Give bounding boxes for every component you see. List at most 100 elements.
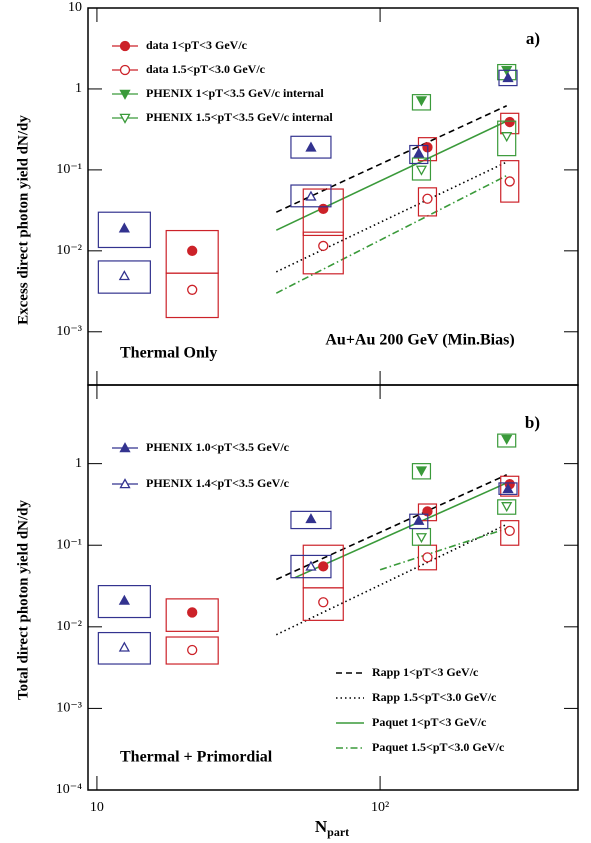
- systematic-box: [165, 272, 219, 319]
- legend-label: PHENIX 1.0<pT<3.5 GeV/c: [146, 440, 290, 454]
- systematic-box: [290, 135, 332, 159]
- y-tick-label: 10⁻¹: [56, 537, 82, 552]
- systematic-box: [497, 120, 517, 157]
- systematic-box: [500, 475, 520, 497]
- legend-label: Rapp 1<pT<3 GeV/c: [372, 665, 479, 679]
- model-line: [379, 527, 507, 571]
- y-tick-label: 1: [75, 456, 82, 471]
- annotation: Thermal + Primordial: [120, 749, 273, 766]
- systematic-box: [302, 188, 344, 237]
- data-point: [305, 513, 317, 524]
- data-point: [415, 533, 428, 544]
- systematic-box: [417, 187, 438, 217]
- data-point: [504, 116, 515, 128]
- y-tick-label: 10⁻²: [56, 243, 82, 258]
- y-tick-label: 10⁻¹: [56, 162, 82, 177]
- data-point: [187, 607, 198, 618]
- annotation: b): [525, 413, 540, 432]
- legend-marker: [119, 442, 131, 453]
- annotation: Au+Au 200 GeV (Min.Bias): [325, 332, 514, 349]
- x-axis-label: Npart: [315, 817, 349, 839]
- data-point: [413, 147, 425, 158]
- systematic-box: [409, 144, 429, 165]
- systematic-box: [165, 636, 219, 665]
- data-point: [504, 176, 515, 187]
- data-point: [118, 270, 130, 281]
- systematic-box: [97, 631, 151, 665]
- data-point: [501, 132, 513, 143]
- data-point: [187, 644, 198, 656]
- data-point: [305, 141, 317, 152]
- x-tick-label: 10: [90, 800, 104, 815]
- annotation: a): [526, 29, 540, 48]
- model-line: [275, 120, 508, 231]
- legend-label: data 1.5<pT<3.0 GeV/c: [146, 62, 266, 76]
- systematic-box: [411, 463, 432, 480]
- data-point: [187, 245, 198, 256]
- systematic-box: [409, 513, 429, 530]
- legend-label: PHENIX 1<pT<3.5 GeV/c internal: [146, 86, 324, 100]
- systematic-box: [290, 184, 332, 208]
- legend-marker: [119, 113, 131, 124]
- model-line: [275, 161, 508, 273]
- data-point: [413, 514, 425, 525]
- data-point: [502, 483, 514, 494]
- model-line: [275, 474, 508, 581]
- model-line: [275, 523, 508, 636]
- data-point: [318, 240, 329, 252]
- data-point: [502, 72, 514, 83]
- y-tick-label: 10⁻³: [56, 701, 82, 716]
- data-point: [118, 641, 130, 652]
- systematic-box: [302, 231, 344, 275]
- data-point: [318, 203, 329, 215]
- data-point: [422, 193, 433, 204]
- systematic-box: [97, 211, 151, 249]
- y-tick-label: 10⁻⁴: [56, 782, 82, 797]
- legend-marker: [119, 40, 131, 52]
- y-axis-label: Total direct photon yield dN/dy: [15, 499, 31, 700]
- legend-label: Rapp 1.5<pT<3.0 GeV/c: [372, 690, 497, 704]
- y-tick-label: 10⁻³: [56, 324, 82, 339]
- systematic-box: [97, 260, 151, 294]
- y-tick-label: 10⁻²: [56, 619, 82, 634]
- systematic-box: [97, 585, 151, 619]
- legend-label: PHENIX 1.4<pT<3.5 GeV/c: [146, 476, 290, 490]
- data-point: [318, 561, 329, 572]
- systematic-box: [500, 520, 520, 546]
- data-point: [422, 552, 433, 563]
- x-label-sub: part: [327, 825, 349, 839]
- data-point: [415, 165, 428, 176]
- annotation: Thermal Only: [120, 345, 217, 362]
- data-point: [305, 560, 317, 571]
- legend-marker: [119, 478, 131, 489]
- systematic-box: [498, 482, 518, 495]
- data-point: [415, 466, 428, 477]
- data-point: [415, 96, 428, 107]
- systematic-box: [497, 433, 517, 448]
- model-line: [294, 482, 508, 579]
- legend-label: Paquet 1<pT<3 GeV/c: [372, 715, 487, 729]
- y-axis-label: Excess direct photon yield dN/dy: [15, 115, 31, 325]
- plot-frame: [87, 384, 579, 791]
- data-point: [504, 525, 515, 537]
- legend-label: PHENIX 1.5<pT<3.5 GeV/c internal: [146, 110, 333, 124]
- data-point: [187, 284, 198, 295]
- systematic-box: [302, 587, 344, 621]
- systematic-box: [497, 499, 517, 515]
- data-point: [501, 502, 513, 513]
- systematic-box: [411, 94, 432, 111]
- data-point: [118, 222, 130, 233]
- y-tick-label: 1: [75, 81, 82, 96]
- systematic-box: [498, 69, 518, 87]
- legend-label: Paquet 1.5<pT<3.0 GeV/c: [372, 740, 505, 754]
- x-tick-label: 10²: [371, 800, 389, 815]
- systematic-box: [411, 157, 432, 181]
- systematic-box: [500, 160, 520, 203]
- legend-marker: [119, 64, 131, 76]
- legend-label: data 1<pT<3 GeV/c: [146, 38, 248, 52]
- legend-marker: [119, 89, 131, 100]
- systematic-box: [290, 510, 332, 530]
- x-label-main: N: [315, 817, 328, 836]
- y-tick-label: 10: [68, 0, 82, 15]
- data-point: [305, 190, 317, 201]
